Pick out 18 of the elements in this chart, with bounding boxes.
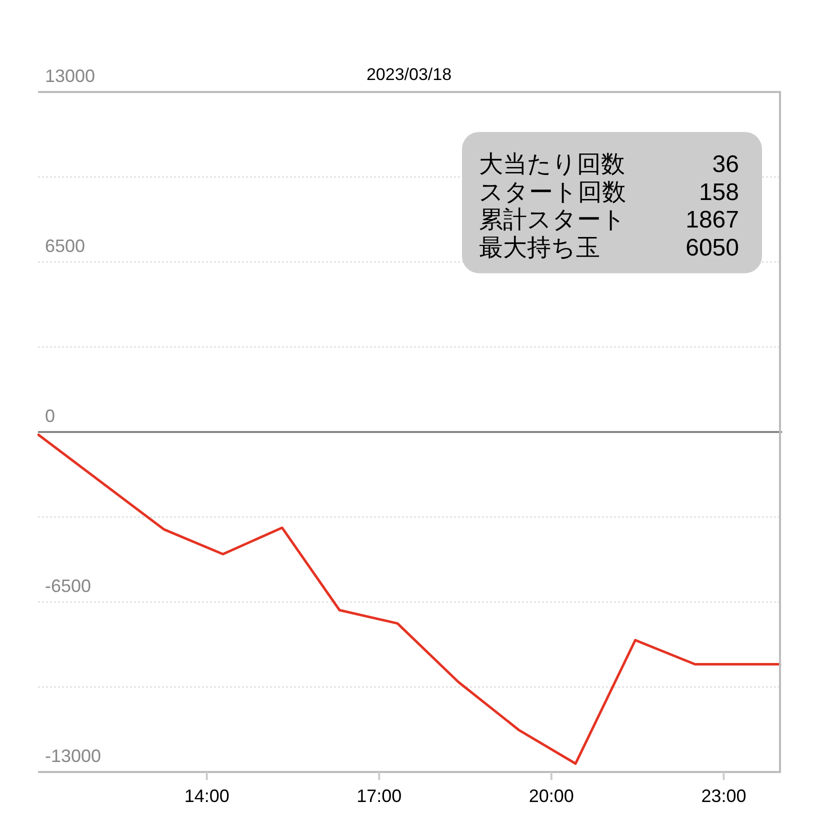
x-tick-label: 17:00 — [356, 786, 402, 806]
x-tick-label: 20:00 — [528, 786, 574, 806]
annotation: 最大持ち玉 — [479, 234, 600, 262]
annotation: 大当たり回数 — [479, 151, 625, 178]
y-tick-label: 13000 — [45, 66, 96, 86]
annotation: スタート回数 — [479, 178, 626, 206]
annotation: 158 — [698, 178, 739, 206]
annotation: 6050 — [686, 234, 739, 262]
y-tick-label: -6500 — [45, 576, 92, 596]
annotation: 累計スタート — [479, 206, 626, 234]
annotation: 36 — [712, 151, 739, 178]
chart-title: 2023/03/18 — [366, 65, 452, 84]
annotation: 1867 — [686, 206, 739, 234]
y-tick-label: 6500 — [45, 236, 86, 256]
y-tick-label: 0 — [45, 406, 56, 426]
x-tick-label: 23:00 — [701, 786, 746, 806]
y-tick-label: -13000 — [45, 746, 102, 766]
x-tick-label: 14:00 — [184, 786, 230, 806]
